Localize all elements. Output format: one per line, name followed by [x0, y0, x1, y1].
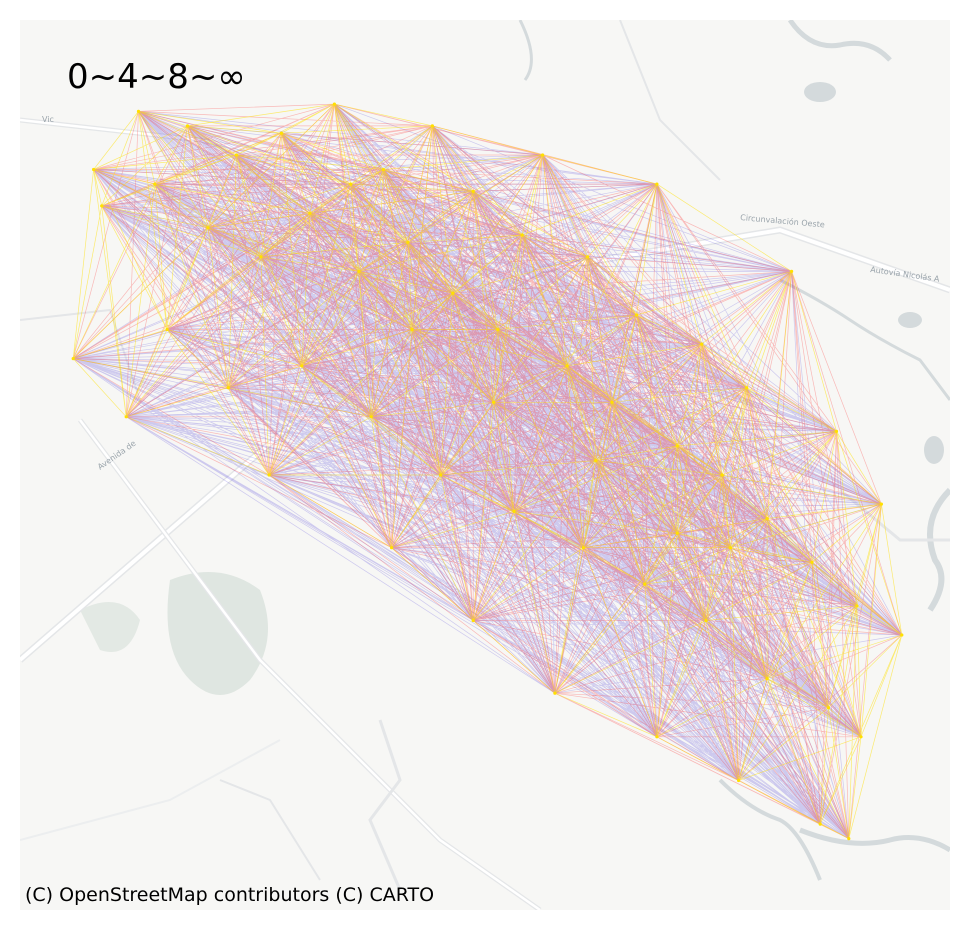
od-node — [153, 183, 156, 186]
od-node — [92, 168, 95, 171]
od-node — [472, 190, 475, 193]
od-node — [406, 241, 409, 244]
od-node — [594, 459, 597, 462]
od-node — [745, 386, 748, 389]
od-node — [704, 619, 707, 622]
od-node — [206, 226, 209, 229]
od-node — [370, 415, 373, 418]
od-node — [586, 255, 589, 258]
od-node — [819, 823, 822, 826]
od-node — [521, 233, 524, 236]
od-node — [100, 204, 103, 207]
od-node — [492, 401, 495, 404]
od-node — [880, 503, 883, 506]
od-node — [835, 430, 838, 433]
od-node — [125, 415, 128, 418]
od-node — [566, 364, 569, 367]
od-node — [259, 255, 262, 258]
od-node — [766, 517, 769, 520]
od-node — [635, 313, 638, 316]
od-node — [333, 103, 336, 106]
od-node — [137, 110, 140, 113]
od-node — [553, 692, 556, 695]
od-node — [357, 270, 360, 273]
od-node — [827, 706, 830, 709]
od-node — [847, 837, 850, 840]
map-attribution[interactable]: (C) OpenStreetMap contributors (C) CARTO — [25, 886, 434, 905]
od-node — [810, 561, 813, 564]
od-node — [235, 153, 238, 156]
od-node — [431, 124, 434, 127]
od-node — [700, 343, 703, 346]
od-node — [900, 633, 903, 636]
od-node — [676, 532, 679, 535]
od-node — [655, 735, 658, 738]
od-node — [512, 510, 515, 513]
od-node — [582, 546, 585, 549]
od-node — [655, 183, 658, 186]
od-node — [186, 124, 189, 127]
map-frame[interactable]: Vic Avenida de Autovía Nicolás A Circunv… — [20, 20, 950, 910]
od-node — [382, 168, 385, 171]
od-node — [300, 364, 303, 367]
od-node — [166, 328, 169, 331]
od-node — [610, 401, 613, 404]
od-node — [855, 604, 858, 607]
od-node — [280, 132, 283, 135]
od-node — [349, 183, 352, 186]
od-node — [308, 212, 311, 215]
od-node — [410, 328, 413, 331]
od-node — [451, 292, 454, 295]
od-node — [496, 328, 499, 331]
od-node — [439, 473, 442, 476]
od-node — [72, 357, 75, 360]
od-node — [721, 473, 724, 476]
od-node — [643, 583, 646, 586]
od-node — [766, 677, 769, 680]
od-node — [541, 153, 544, 156]
od-node — [790, 270, 793, 273]
od-node — [390, 546, 393, 549]
od-node — [737, 779, 740, 782]
od-network — [20, 20, 950, 910]
od-node — [729, 546, 732, 549]
od-node — [676, 444, 679, 447]
od-node — [472, 619, 475, 622]
od-node — [268, 473, 271, 476]
od-node — [859, 735, 862, 738]
legend-label: 0~4~8~∞ — [67, 60, 246, 94]
od-node — [227, 386, 230, 389]
